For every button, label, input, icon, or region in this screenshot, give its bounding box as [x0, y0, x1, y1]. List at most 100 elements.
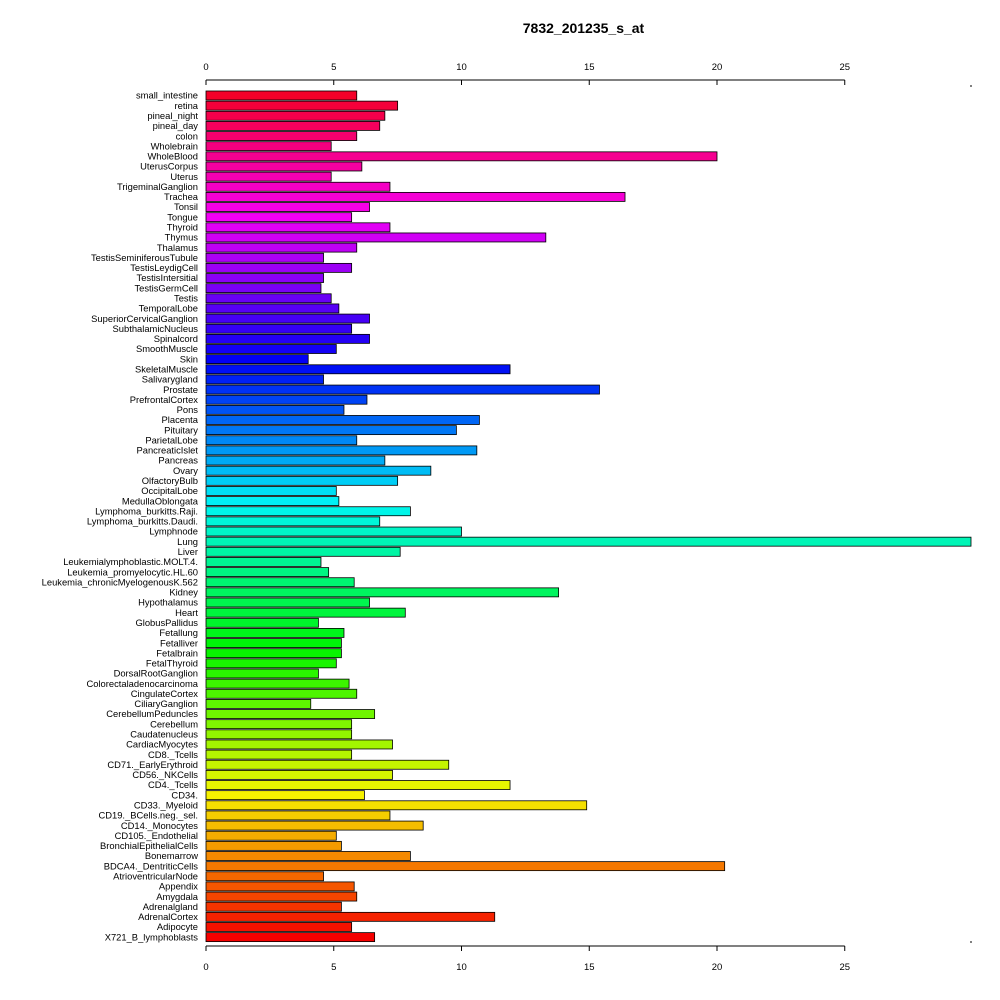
category-label: Pancreas: [158, 455, 198, 466]
x-tick-label-top: 20: [712, 62, 723, 73]
category-label: SuperiorCervicalGanglion: [91, 313, 198, 324]
bar: [205, 496, 340, 507]
bar: [205, 100, 399, 111]
bar: [205, 323, 353, 334]
category-label: TemporalLobe: [139, 303, 198, 314]
bar: [205, 922, 353, 932]
category-label: CingulateCortex: [131, 688, 199, 699]
bar: [205, 820, 424, 831]
x-tick-label-bottom: 10: [456, 962, 467, 973]
bar: [205, 384, 600, 395]
bar: [205, 262, 353, 273]
bar: [205, 273, 324, 283]
bar: [205, 891, 358, 902]
category-label: Wholebrain: [151, 140, 198, 151]
bar: [205, 293, 332, 304]
bar: [205, 181, 391, 192]
category-label: OccipitalLobe: [141, 485, 198, 496]
category-label: BDCA4._DentriticCells: [104, 860, 199, 871]
bar: [205, 354, 309, 365]
bar: [205, 871, 324, 882]
bar: [205, 202, 370, 212]
category-label: SmoothMuscle: [136, 343, 198, 354]
bar: [205, 699, 312, 709]
bar: [205, 739, 393, 750]
bar: [205, 364, 511, 375]
category-label: Thalamus: [157, 242, 198, 253]
category-label: Salivarygland: [142, 374, 198, 385]
category-label: CD14._Monocytes: [121, 820, 198, 831]
category-label: SkeletalMuscle: [135, 363, 198, 374]
category-label: CD8._Tcells: [148, 749, 198, 760]
category-label: Cerebellum: [150, 718, 198, 729]
x-tick-label-bottom: 5: [331, 962, 336, 973]
bar: [205, 475, 399, 486]
bar: [205, 759, 450, 770]
bar: [205, 729, 353, 740]
bar: [205, 911, 496, 922]
bar: [205, 597, 370, 608]
bar: [205, 171, 332, 182]
category-label: MedullaOblongata: [122, 495, 199, 506]
category-label: Pons: [177, 404, 199, 415]
category-label: CerebellumPeduncles: [106, 708, 198, 719]
bar: [205, 344, 337, 354]
category-label: PrefrontalCortex: [130, 394, 199, 405]
bar: [205, 546, 401, 557]
bar: [205, 901, 342, 912]
bar: [205, 404, 345, 415]
bar: [205, 628, 345, 638]
category-label: CardiacMyocytes: [126, 739, 198, 750]
bar: [205, 769, 393, 780]
category-label: Skin: [180, 353, 198, 364]
bar: [205, 313, 370, 324]
bar: [205, 151, 718, 162]
bar: [205, 851, 411, 861]
bar: [205, 333, 370, 344]
x-tick-label-top: 5: [331, 62, 336, 73]
category-label: ParietalLobe: [145, 434, 198, 445]
category-label: UterusCorpus: [140, 161, 198, 172]
category-label: Placenta: [162, 414, 199, 425]
bar: [205, 161, 363, 172]
category-label: colon: [176, 130, 198, 141]
bar: [205, 212, 353, 223]
category-label: retina: [175, 100, 199, 111]
category-label: Caudatenucleus: [130, 729, 198, 740]
bar: [205, 607, 406, 618]
bar: [205, 668, 319, 679]
bar: [205, 567, 330, 577]
x-tick-label-bottom: 0: [203, 962, 208, 973]
bar: [205, 830, 337, 841]
bar: [205, 252, 324, 263]
bar: [205, 121, 381, 131]
category-label: TestisSeminiferousTubule: [91, 252, 198, 263]
category-label: Kidney: [169, 587, 198, 598]
bar: [205, 790, 365, 801]
category-label: Lymphnode: [149, 526, 198, 537]
category-label: Lymphoma_burkitts.Raji.: [95, 505, 198, 516]
category-label: CD19._BCells.neg._sel.: [98, 810, 198, 821]
category-label: TestisIntersitial: [137, 272, 198, 283]
category-label: DorsalRootGanglion: [114, 668, 198, 679]
bar: [205, 455, 386, 466]
category-label: CD33._Myeloid: [134, 800, 198, 811]
category-label: Ovary: [173, 465, 198, 476]
bar: [205, 861, 726, 872]
bar: [205, 749, 353, 760]
category-label: Colorectaladenocarcinoma: [86, 678, 198, 689]
bar: [205, 780, 511, 790]
category-label: pineal_night: [147, 110, 198, 121]
bar: [205, 688, 358, 699]
category-label: PancreaticIslet: [137, 445, 199, 456]
category-label: Lung: [177, 536, 198, 547]
bar: [205, 374, 324, 385]
category-label: Liver: [178, 546, 198, 557]
category-label: Fetalliver: [160, 637, 198, 648]
category-label: Testis: [174, 293, 198, 304]
category-label: Leukemia_chronicMyelogenousK.562: [42, 576, 198, 587]
category-label: CiliaryGanglion: [134, 698, 198, 709]
category-label: Fetallung: [159, 627, 198, 638]
bar: [205, 526, 462, 537]
